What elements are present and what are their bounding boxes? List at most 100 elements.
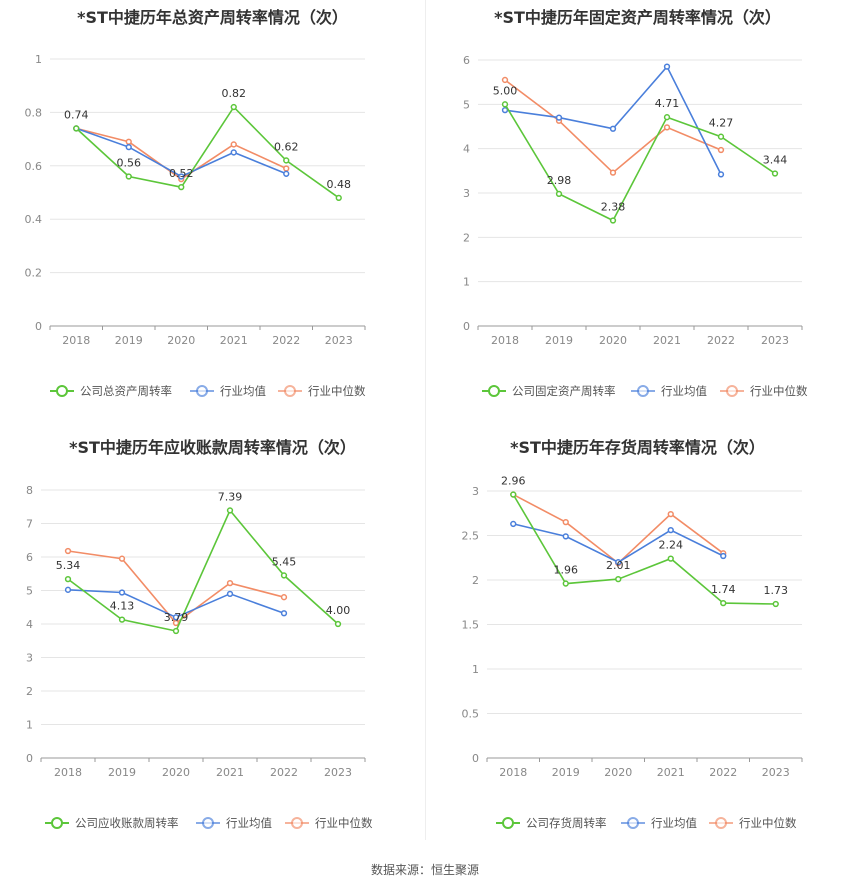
data-label: 0.52 [169,167,194,180]
data-label: 0.56 [117,156,142,169]
chart-svg: 0 0.5 1 1.5 2 2.5 3 2018 2019 2020 2021 2022 2023 2.9… [462,475,803,830]
chart-title: *ST中捷历年总资产周转率情况（次） [77,8,348,27]
data-point-avg [283,170,290,177]
y-tick-label: 2 [26,685,33,698]
chart-svg: 0 1 2 3 4 5 6 2018 2019 2020 2021 2022 2023 5.00 2.98 2… [463,54,808,398]
series-line-company [75,105,340,199]
y-tick-label: 0 [463,320,470,333]
data-label: 1.96 [554,564,579,577]
data-label: 5.00 [493,84,518,97]
data-point-company [226,507,234,514]
legend-label-median: 行业中位数 [308,384,366,398]
y-tick-label: 6 [26,551,33,564]
data-point-company [720,599,727,607]
y-tick-label: 7 [26,518,33,531]
x-tick-label: 2023 [324,766,352,779]
y-tick-label: 1 [472,663,479,676]
data-point-median [283,165,290,172]
data-point-avg [609,125,617,132]
data-point-avg [230,149,237,156]
x-tick-label: 2019 [545,334,573,347]
chart-panel-inventory-turnover: *ST中捷历年存货周转率情况（次） 0 0.5 1 1.5 2 2.5 3 2018 2019 2… [425,430,850,860]
legend-marker-company [502,817,514,829]
panel-divider [425,0,426,840]
data-point-avg [64,586,72,593]
data-label: 2.01 [606,559,631,572]
data-point-company [555,190,563,198]
x-tick-label: 2022 [272,334,300,347]
y-tick-label: 1 [35,53,42,66]
data-label: 2.38 [601,200,626,213]
data-label: 0.82 [222,87,247,100]
data-label: 5.34 [56,559,81,572]
y-tick-label: 3 [463,187,470,200]
y-tick-label: 0.2 [25,267,43,280]
data-point-company [335,194,342,201]
legend-marker-median [291,817,303,829]
data-point-median [118,555,126,562]
data-point-company [172,627,180,635]
data-point-avg [178,173,185,180]
y-tick-label: 0 [26,752,33,765]
legend-label-avg: 行业均值 [661,384,707,398]
y-tick-label: 0 [35,320,42,333]
data-point-avg [125,143,132,151]
legend-marker-median [715,817,727,829]
legend-label-company: 公司总资产周转率 [80,384,172,398]
legend-label-median: 行业中位数 [739,816,797,830]
legend-label-avg: 行业均值 [651,816,697,830]
x-tick-label: 2018 [499,766,527,779]
data-point-company [334,620,342,628]
data-label: 1.74 [711,583,736,596]
x-tick-label: 2022 [270,766,298,779]
data-label: 4.00 [326,604,351,617]
data-point-company [667,555,674,562]
data-point-company [772,600,779,608]
series-line-company [504,103,776,222]
data-point-median [667,510,674,518]
legend-label-company: 公司存货周转率 [526,816,607,830]
chart-panel-fixed-asset-turnover: *ST中捷历年固定资产周转率情况（次） 0 1 2 3 4 5 6 2018 2019 2020 2… [425,0,850,430]
data-point-median [280,594,288,601]
chart-title: *ST中捷历年应收账款周转率情况（次） [69,438,356,457]
data-point-median [125,138,132,145]
y-tick-label: 2.5 [462,530,480,543]
data-point-median [663,124,671,131]
y-tick-label: 4 [463,143,470,156]
chart-svg: 0 1 2 3 4 5 6 7 8 2018 2019 2020 2021 2022 2023 5.34 4.1… [26,484,373,830]
x-tick-label: 2023 [762,766,790,779]
data-label: 0.62 [274,140,299,153]
x-tick-label: 2022 [709,766,737,779]
y-tick-label: 3 [26,652,33,665]
data-label: 4.71 [655,97,680,110]
data-point-company [501,101,509,108]
data-point-avg [501,106,509,114]
data-point-avg [615,559,622,566]
x-tick-label: 2019 [108,766,136,779]
y-tick-label: 0.4 [25,213,43,226]
x-tick-label: 2018 [62,334,90,347]
y-tick-label: 1 [26,719,33,732]
legend-label-median: 行业中位数 [315,816,373,830]
data-point-avg [172,614,180,621]
legend-marker-company [488,385,500,397]
data-point-median [609,169,617,176]
series-line-company [67,508,339,632]
data-point-avg [118,589,126,596]
x-tick-label: 2020 [599,334,627,347]
y-tick-label: 4 [26,618,33,631]
chart-panel-total-asset-turnover: *ST中捷历年总资产周转率情况（次） 0 0.2 0.4 0.6 0.8 1 2018 201… [0,0,425,430]
legend-marker-median [284,385,296,397]
data-point-company [562,580,569,587]
data-point-avg [562,533,569,540]
legend-marker-avg [202,817,214,829]
data-point-median [64,547,72,555]
legend-marker-median [726,385,738,397]
data-point-median [172,619,180,627]
data-label: 0.48 [327,178,352,191]
data-point-avg [667,527,674,534]
legend-marker-avg [637,385,649,397]
x-tick-label: 2021 [653,334,681,347]
y-tick-label: 0.8 [25,106,43,119]
data-point-company [118,616,126,623]
